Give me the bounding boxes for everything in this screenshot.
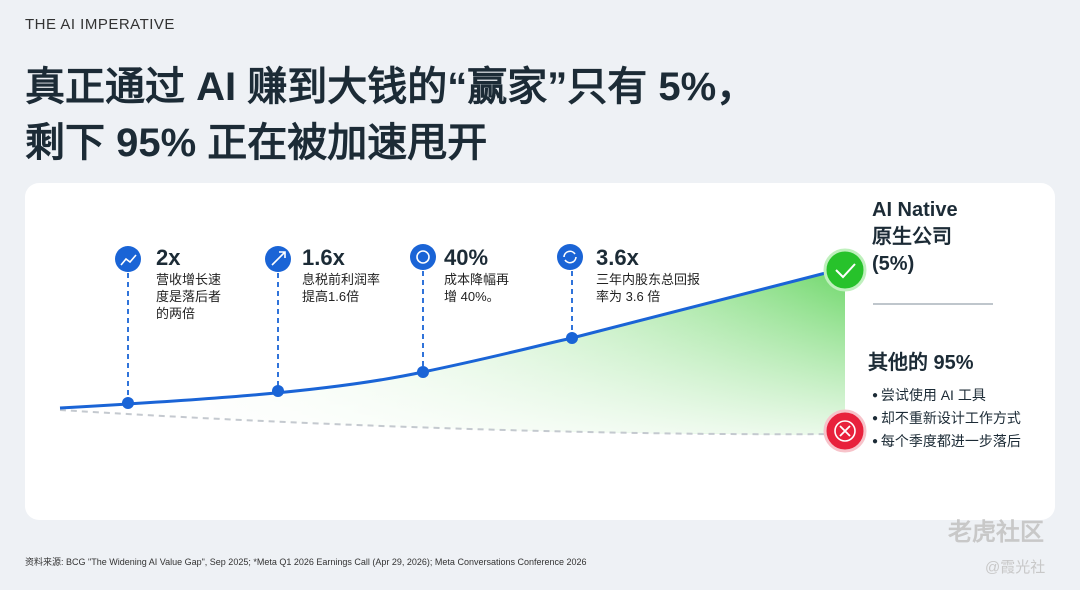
- milestone: 2x 营收增长速度是落后者的两倍: [156, 245, 221, 322]
- bullet: 却不重新设计工作方式: [872, 407, 1021, 430]
- metric: 2x: [156, 245, 181, 270]
- desc-line: 度是落后者: [156, 289, 222, 304]
- desc-line: 提高1.6倍: [302, 289, 360, 304]
- metric: 3.6x: [596, 245, 639, 270]
- bullets: 尝试使用 AI 工具却不重新设计工作方式每个季度都进一步落后: [872, 384, 1021, 453]
- others-title: 其他的 95%: [868, 352, 974, 374]
- source: 资料来源: BCG "The Widening AI Value Gap", S…: [25, 557, 587, 567]
- desc-line: 息税前利润率: [302, 272, 381, 287]
- winner-line: [59, 266, 846, 410]
- title-line: 剩下 95% 正在被加速甩开: [25, 121, 488, 165]
- metric: 1.6x: [302, 245, 345, 270]
- bullet: 尝试使用 AI 工具: [872, 384, 1021, 407]
- desc-line: 率为 3.6 倍: [596, 289, 661, 304]
- laggard-line: [59, 409, 846, 436]
- desc-line: 成本降幅再: [444, 272, 510, 287]
- desc-line: 三年内股东总回报: [596, 272, 701, 287]
- desc-line: 的两倍: [156, 306, 196, 321]
- watermark-handle: @霞光社: [985, 559, 1046, 576]
- metric: 40%: [444, 245, 489, 270]
- winner-line: 原生公司: [872, 226, 952, 248]
- desc-line: 增 40%。: [444, 289, 500, 304]
- leaders: [127, 271, 573, 403]
- bullet: 每个季度都进一步落后: [872, 430, 1021, 453]
- desc-line: 营收增长速: [156, 272, 222, 287]
- kicker: THE AI IMPERATIVE: [25, 16, 175, 33]
- milestone: 3.6x 三年内股东总回报 率为 3.6 倍: [596, 245, 700, 305]
- title-line: 真正通过 AI 赚到大钱的“赢家”只有 5%，: [25, 65, 757, 109]
- winner-line: AI Native: [872, 199, 958, 221]
- winner: AI Native 原生公司 (5%): [872, 197, 958, 278]
- gain-fade: [60, 268, 845, 435]
- icons: [120, 250, 577, 266]
- success-icon: [823, 248, 867, 292]
- watermark: 老虎社区: [948, 519, 1044, 546]
- milestone: 40% 成本降幅再增 40%。: [444, 245, 509, 305]
- winner-line: (5%): [872, 253, 915, 275]
- milestone: 1.6x 息税前利润率 提高1.6倍: [302, 245, 380, 305]
